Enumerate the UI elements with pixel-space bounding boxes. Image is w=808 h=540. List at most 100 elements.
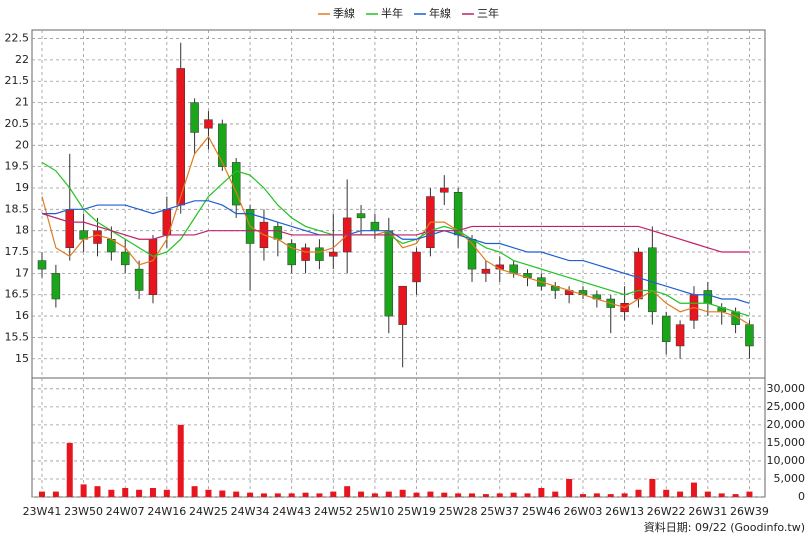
- volume-bar: [205, 489, 212, 497]
- y-tick-label: 15: [15, 352, 29, 365]
- x-tick-label: 23W41: [23, 505, 62, 518]
- y-tick-label: 21.5: [5, 74, 30, 87]
- volume-bar: [746, 491, 753, 497]
- volume-bar: [579, 494, 586, 497]
- candle-body: [703, 290, 713, 304]
- y-tick-label: 20.5: [5, 117, 30, 130]
- volume-bar: [136, 489, 143, 497]
- candle-body: [176, 68, 185, 206]
- y-tick-label: 19: [15, 181, 29, 194]
- candle-body: [93, 230, 102, 244]
- volume-bar: [690, 482, 697, 497]
- volume-bar: [52, 491, 59, 497]
- volume-bar: [247, 492, 254, 497]
- candle-body: [440, 187, 449, 193]
- volume-bar: [482, 494, 489, 497]
- candle-body: [398, 285, 407, 325]
- candle-body: [37, 260, 47, 270]
- candle-body: [148, 238, 158, 295]
- volume-bar: [122, 487, 129, 497]
- volume-bar: [149, 487, 156, 497]
- volume-bar: [316, 493, 323, 497]
- volume-bar: [260, 493, 267, 497]
- candle-body: [329, 251, 338, 257]
- volume-bar: [718, 493, 725, 497]
- candle-body: [384, 230, 394, 317]
- x-tick-label: 24W07: [106, 505, 145, 518]
- x-tick-label: 25W10: [355, 505, 394, 518]
- candle-body: [204, 119, 213, 129]
- candle-body: [190, 102, 199, 133]
- candle-body: [218, 123, 227, 167]
- volume-bar: [441, 492, 448, 497]
- volume-bar: [621, 493, 628, 497]
- y2-tick-label: 5,000: [774, 472, 806, 485]
- volume-bar: [274, 493, 281, 497]
- candle-body: [134, 268, 144, 291]
- candle-body: [356, 213, 366, 219]
- volume-bar: [163, 489, 170, 497]
- volume-bar: [427, 491, 434, 497]
- candle-body: [412, 251, 421, 283]
- y-tick-label: 17.5: [5, 245, 30, 258]
- volume-bar: [399, 489, 406, 497]
- volume-bar: [233, 491, 240, 497]
- volume-bar: [94, 486, 101, 497]
- candle-body: [648, 247, 657, 313]
- y-tick-label: 18: [15, 224, 29, 237]
- candle-body: [745, 324, 754, 347]
- candle-body: [287, 243, 296, 266]
- volume-bar: [704, 491, 711, 497]
- candle-body: [315, 247, 324, 261]
- x-tick-label: 23W50: [64, 505, 103, 518]
- volume-bar: [302, 492, 309, 497]
- y-tick-label: 20: [15, 138, 29, 151]
- x-tick-label: 25W46: [522, 505, 561, 518]
- volume-bar: [371, 493, 378, 497]
- ma-line: [41, 161, 750, 317]
- x-tick-label: 25W19: [397, 505, 436, 518]
- y2-tick-label: 25,000: [767, 400, 806, 413]
- volume-bar: [385, 491, 392, 497]
- y2-tick-label: 0: [798, 490, 805, 503]
- candle-body: [273, 226, 283, 240]
- volume-bar: [732, 494, 739, 497]
- y-tick-label: 22.5: [5, 32, 30, 45]
- volume-bar: [649, 478, 656, 497]
- candle-body: [675, 324, 685, 347]
- volume-bar: [80, 484, 87, 497]
- candle-body: [370, 221, 380, 231]
- volume-bar: [191, 486, 198, 497]
- volume-bar: [677, 491, 684, 497]
- volume-bar: [177, 424, 184, 497]
- volume-bar: [330, 491, 337, 497]
- volume-bar: [108, 489, 115, 497]
- y-tick-label: 16.5: [5, 288, 30, 301]
- x-tick-label: 26W31: [688, 505, 727, 518]
- volume-bar: [219, 490, 226, 497]
- volume-bar: [39, 491, 45, 497]
- x-tick-label: 26W39: [730, 505, 769, 518]
- y-tick-label: 16: [15, 309, 29, 322]
- candle-body: [120, 251, 130, 266]
- y-tick-label: 21: [15, 96, 29, 109]
- volume-bar: [510, 492, 517, 497]
- volume-bar: [524, 493, 531, 497]
- y-tick-label: 17: [15, 266, 29, 279]
- volume-bar: [593, 493, 600, 497]
- candle-body: [51, 273, 61, 300]
- candle-body: [634, 251, 643, 300]
- volume-bar: [469, 493, 476, 497]
- x-tick-label: 24W16: [147, 505, 186, 518]
- y-tick-label: 18.5: [5, 202, 30, 215]
- ma-line: [41, 213, 750, 253]
- x-tick-label: 26W13: [605, 505, 644, 518]
- y2-tick-label: 15,000: [767, 436, 806, 449]
- volume-bar: [66, 442, 73, 497]
- volume-bar: [552, 491, 559, 497]
- footer: 資料日期: 09/22 (Goodinfo.tw): [644, 520, 805, 534]
- y-tick-label: 19.5: [5, 160, 30, 173]
- candle-body: [481, 268, 491, 274]
- candle-body: [661, 315, 671, 342]
